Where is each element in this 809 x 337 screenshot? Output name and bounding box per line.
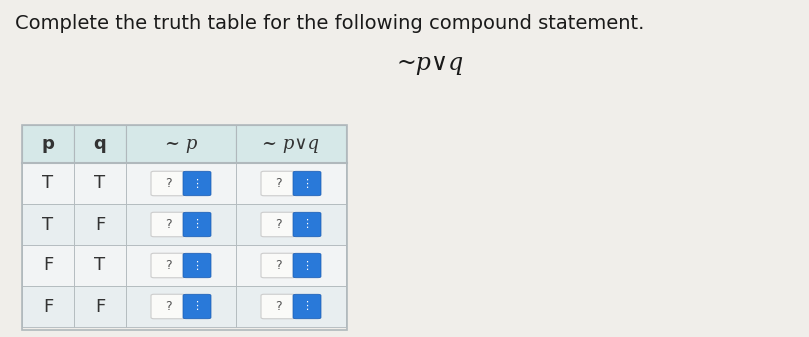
- Text: T: T: [42, 175, 53, 192]
- Text: T: T: [95, 175, 105, 192]
- Text: T: T: [42, 215, 53, 234]
- Text: ⋮: ⋮: [302, 302, 312, 311]
- Text: Complete the truth table for the following compound statement.: Complete the truth table for the followi…: [15, 14, 645, 33]
- Text: ?: ?: [165, 300, 172, 313]
- Text: ?: ?: [275, 300, 282, 313]
- Text: ?: ?: [165, 177, 172, 190]
- Text: ⋮: ⋮: [302, 261, 312, 271]
- Text: ⋮: ⋮: [302, 219, 312, 229]
- Text: ?: ?: [275, 218, 282, 231]
- Text: ~ p∨q: ~ p∨q: [262, 135, 320, 153]
- Text: ~p∨q: ~p∨q: [396, 52, 464, 75]
- Text: ⋮: ⋮: [192, 261, 202, 271]
- Text: ⋮: ⋮: [302, 179, 312, 188]
- Text: F: F: [95, 298, 105, 315]
- Text: ⋮: ⋮: [192, 219, 202, 229]
- Text: q: q: [94, 135, 106, 153]
- Text: ?: ?: [165, 218, 172, 231]
- Text: F: F: [43, 256, 53, 275]
- Text: ⋮: ⋮: [192, 179, 202, 188]
- Text: ~ p: ~ p: [165, 135, 197, 153]
- Text: ?: ?: [275, 177, 282, 190]
- Text: T: T: [95, 256, 105, 275]
- Text: F: F: [95, 215, 105, 234]
- Text: ?: ?: [275, 259, 282, 272]
- Text: p: p: [41, 135, 54, 153]
- Text: F: F: [43, 298, 53, 315]
- Text: ?: ?: [165, 259, 172, 272]
- Text: ⋮: ⋮: [192, 302, 202, 311]
